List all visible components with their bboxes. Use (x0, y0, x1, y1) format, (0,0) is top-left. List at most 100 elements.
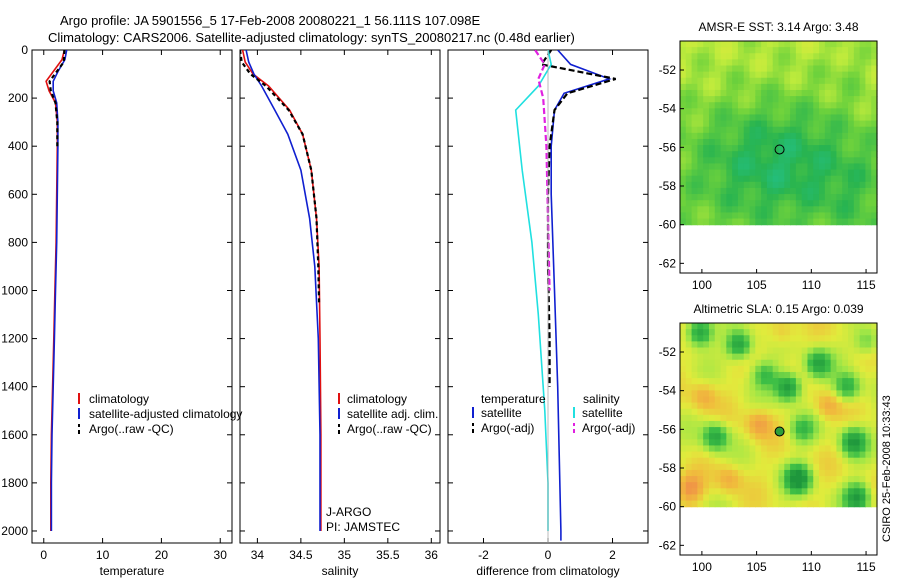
map-cell (732, 65, 739, 73)
map-cell (865, 408, 872, 416)
map-cell (853, 169, 861, 177)
map-cell (755, 427, 762, 434)
map-cell (807, 384, 814, 391)
map-cell (795, 77, 803, 85)
map-cell (830, 476, 838, 483)
map-cell (859, 200, 867, 207)
map-cell (801, 408, 809, 416)
map-cell (708, 359, 716, 367)
map-cell (830, 89, 838, 97)
map-cell (853, 200, 861, 207)
map-cell (766, 341, 774, 349)
map-cell (842, 218, 849, 226)
map-cell (772, 445, 780, 453)
map-cell (680, 482, 687, 489)
map-cell (801, 108, 809, 116)
map-cell (720, 53, 727, 60)
y-tick-label: 1600 (1, 428, 28, 442)
map-cell (703, 384, 710, 391)
map-cell (755, 439, 762, 447)
map-cell (865, 335, 872, 342)
map-cell (732, 469, 739, 477)
map-cell (761, 206, 768, 214)
map-cell (708, 132, 716, 140)
map-cell (859, 59, 867, 67)
map-cell (813, 71, 820, 79)
map-cell (743, 371, 751, 379)
map-cell (772, 138, 780, 146)
map-cell (848, 335, 855, 342)
map-cell (697, 175, 704, 183)
map-cell (842, 488, 849, 496)
map-cell (813, 200, 820, 207)
map-cell (842, 108, 849, 116)
map-cell (732, 163, 739, 171)
map-cell (865, 169, 872, 177)
map-cell (848, 390, 855, 398)
map-cell (795, 71, 803, 79)
map-cell (848, 463, 855, 471)
map-cell (871, 500, 878, 508)
map-cell (871, 145, 878, 152)
map-cell (842, 323, 849, 330)
map-cell (813, 482, 820, 489)
map-cell (842, 329, 849, 336)
map-cell (685, 469, 693, 477)
map-cell (830, 194, 838, 201)
map-cell (795, 163, 803, 171)
map-cell (807, 482, 814, 489)
map-cell (685, 347, 693, 355)
map-cell (871, 163, 878, 171)
map-cell (778, 138, 785, 146)
map-cell (755, 175, 762, 183)
map-cell (859, 102, 867, 109)
map-cell (766, 132, 774, 140)
map-cell (824, 102, 832, 109)
map-cell (784, 353, 791, 361)
map-cell (743, 396, 751, 404)
map-cell (824, 488, 832, 496)
map-cell (842, 200, 849, 207)
map-cell (703, 347, 710, 355)
map-cell (720, 482, 727, 489)
map-cell (784, 365, 791, 373)
map-cell (685, 329, 693, 336)
map-cell (680, 194, 687, 201)
map-cell (848, 145, 855, 152)
map-cell (732, 433, 739, 440)
map-cell (813, 323, 820, 330)
map-cell (697, 77, 704, 85)
map-cell (685, 41, 693, 48)
map-cell (708, 420, 716, 428)
map-cell (691, 378, 698, 385)
map-cell (743, 439, 751, 447)
map-cell (714, 420, 722, 428)
map-cell (859, 341, 867, 349)
y-tick-label: 1000 (1, 283, 28, 297)
map-cell (842, 65, 849, 73)
map-cell (824, 157, 832, 165)
map-cell (813, 187, 820, 195)
map-cell (801, 463, 809, 471)
map-cell (865, 359, 872, 367)
map-cell (807, 371, 814, 379)
map-cell (680, 433, 687, 440)
map-cell (726, 335, 733, 342)
map-cell (784, 439, 791, 447)
map-cell (691, 212, 698, 220)
map-cell (865, 89, 872, 97)
map-cell (784, 433, 791, 440)
map-cell (807, 439, 814, 447)
map-cell (795, 218, 803, 226)
map-cell (680, 341, 687, 349)
map-cell (737, 151, 745, 158)
map-cell (848, 359, 855, 367)
map-cell (848, 114, 855, 122)
map-cell (859, 335, 867, 342)
map-cell (807, 187, 814, 195)
map-cell (842, 402, 849, 410)
map-cell (824, 65, 832, 73)
map-cell (749, 200, 756, 207)
map-cell (784, 347, 791, 355)
map-cell (743, 457, 751, 465)
